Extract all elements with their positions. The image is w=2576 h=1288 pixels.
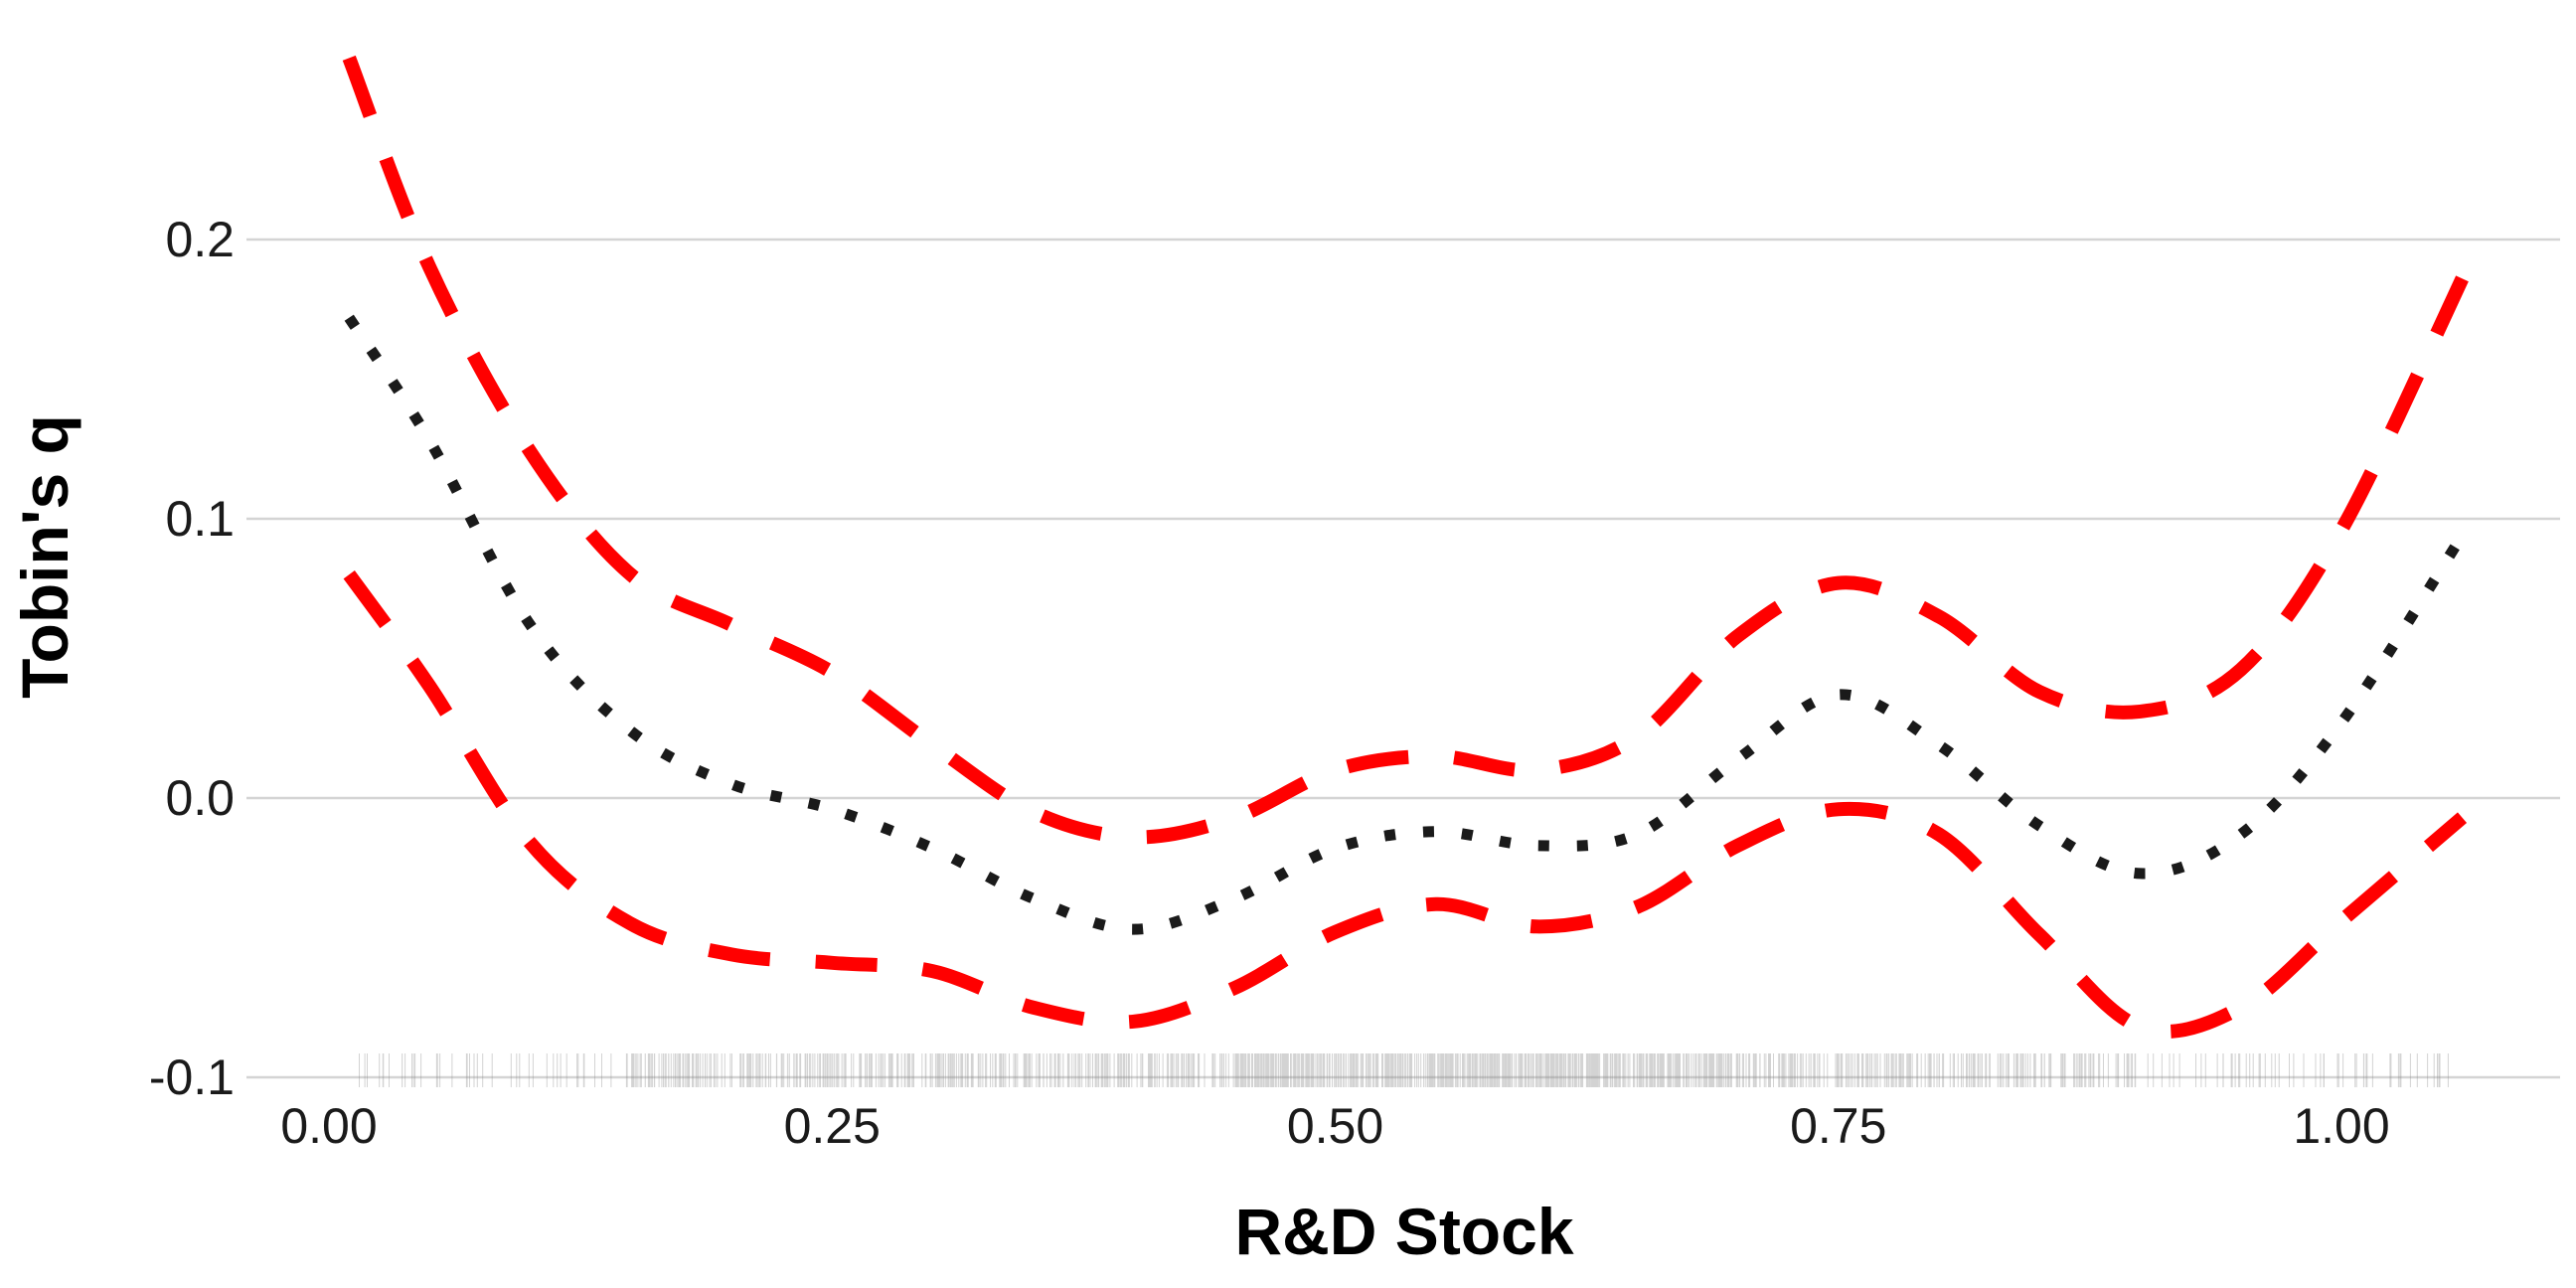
series-lines [342, 55, 2469, 1039]
y-tick-label: -0.1 [149, 1049, 235, 1105]
series-line-lower [343, 570, 2468, 1039]
x-axis-ticks: 0.00 0.25 0.50 0.75 1.00 [280, 1098, 2389, 1154]
rug-ticks [359, 1053, 2449, 1087]
x-tick-label: 0.75 [1790, 1098, 1886, 1154]
series-line-estimate [344, 314, 2468, 935]
x-axis-title: R&D Stock [1234, 1195, 1573, 1268]
y-tick-label: 0.1 [165, 491, 235, 547]
y-tick-label: 0.0 [165, 770, 235, 826]
series-line-upper [342, 55, 2469, 845]
rug-plot [359, 1053, 2449, 1087]
y-tick-label: 0.2 [165, 212, 235, 267]
y-axis-title: Tobin's q [8, 414, 81, 699]
x-tick-label: 0.00 [280, 1098, 377, 1154]
x-tick-label: 0.25 [784, 1098, 881, 1154]
x-tick-label: 0.50 [1287, 1098, 1383, 1154]
y-axis-ticks: 0.2 0.1 0.0 -0.1 [149, 212, 235, 1105]
x-tick-label: 1.00 [2293, 1098, 2389, 1154]
gridlines [246, 238, 2560, 1079]
